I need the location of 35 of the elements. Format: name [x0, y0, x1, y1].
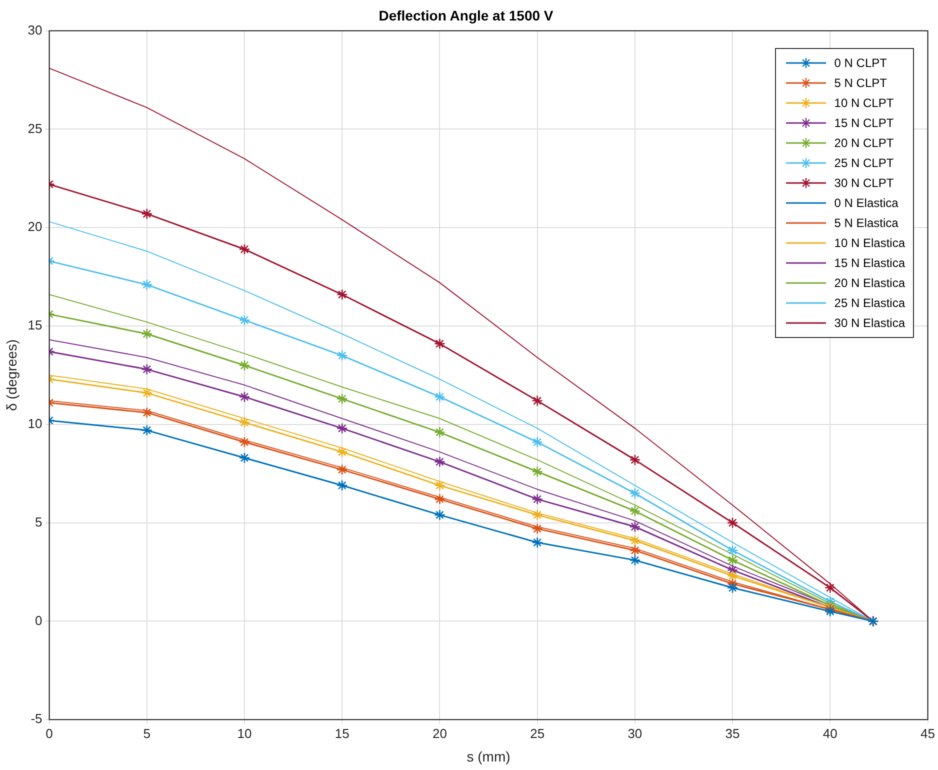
legend-label: 0 N Elastica: [834, 196, 898, 210]
y-tick-label: 25: [28, 120, 42, 136]
x-tick-label: 30: [628, 726, 642, 741]
y-tick-label: 10: [28, 416, 42, 431]
legend-label: 5 N Elastica: [834, 216, 898, 230]
y-tick-label: -5: [30, 711, 42, 726]
x-tick-label: 15: [334, 726, 350, 741]
x-tick-label: 40: [822, 726, 838, 741]
legend-label: 30 N Elastica: [834, 316, 905, 330]
x-tick-label: 25: [530, 726, 545, 741]
y-tick-label: 15: [28, 318, 42, 333]
x-tick-label: 20: [432, 726, 447, 741]
legend-label: 20 N CLPT: [834, 136, 894, 150]
legend-label: 15 N Elastica: [834, 256, 905, 270]
x-tick-label: 45: [920, 726, 936, 741]
legend-label: 5 N CLPT: [834, 76, 887, 90]
x-tick-label: 10: [237, 726, 252, 741]
y-tick-label: 5: [35, 514, 42, 530]
legend-label: 10 N CLPT: [834, 96, 894, 110]
legend-label: 10 N Elastica: [834, 236, 905, 250]
legend-label: 15 N CLPT: [834, 116, 894, 130]
legend-label: 30 N CLPT: [834, 176, 894, 190]
legend-label: 25 N Elastica: [834, 296, 905, 310]
x-tick-label: 5: [143, 726, 150, 741]
legend-label: 20 N Elastica: [834, 276, 905, 290]
y-tick-label: 0: [35, 612, 42, 628]
x-tick-label: 35: [725, 726, 740, 741]
legend-label: 0 N CLPT: [834, 56, 887, 70]
x-tick-label: 0: [46, 726, 53, 741]
legend-label: 25 N CLPT: [834, 156, 894, 170]
chart-title: Deflection Angle at 1500 V: [378, 7, 554, 24]
y-axis-title: δ (degrees): [3, 339, 20, 412]
y-tick-label: 20: [28, 219, 42, 234]
y-tick-label: 30: [28, 22, 42, 38]
x-axis-title: s (mm): [466, 748, 510, 764]
